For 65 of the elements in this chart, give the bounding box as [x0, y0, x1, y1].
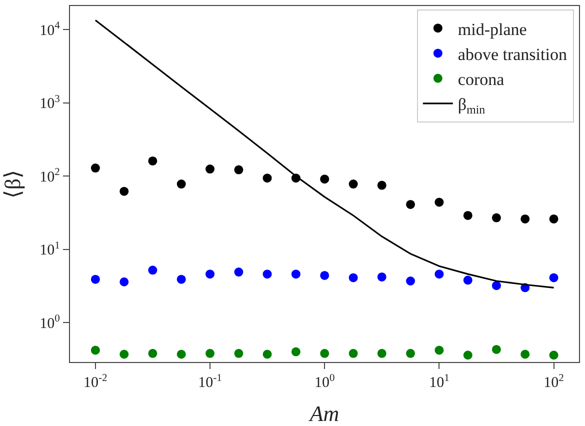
point	[262, 350, 272, 359]
point	[434, 270, 444, 279]
point	[549, 350, 558, 360]
point	[492, 344, 501, 354]
point	[90, 274, 100, 284]
point	[434, 346, 444, 355]
x-tick-label: 10$^{-2}$	[84, 372, 108, 392]
point	[90, 346, 100, 355]
point	[348, 180, 358, 189]
point	[377, 272, 386, 282]
point	[120, 186, 129, 196]
point	[291, 270, 300, 279]
point	[148, 348, 158, 358]
x-tick-label: 10$^{0}$	[314, 372, 335, 392]
point	[549, 273, 558, 282]
point	[90, 164, 100, 173]
point	[406, 276, 416, 286]
point	[120, 350, 129, 359]
point	[262, 174, 272, 183]
point	[176, 274, 186, 284]
point	[206, 348, 215, 358]
point	[176, 350, 186, 359]
point	[377, 180, 386, 190]
point	[549, 214, 558, 224]
y-tick-label: 10$^{1}$	[40, 240, 60, 259]
point	[320, 174, 330, 184]
point	[434, 198, 444, 207]
x-axis-title: Am	[308, 401, 340, 426]
x-tick-label: 10$^{1}$	[429, 372, 450, 392]
point	[320, 270, 330, 280]
point	[348, 348, 358, 358]
point	[234, 348, 244, 358]
point	[176, 180, 186, 189]
point	[234, 165, 244, 174]
x-tick-label: 10$^{-1}$	[198, 372, 222, 392]
y-tick-label: 10$^{4}$	[40, 20, 61, 39]
legend-label: mid-plane	[458, 20, 527, 39]
y-tick-label: 10$^{0}$	[40, 314, 60, 332]
point	[492, 213, 501, 222]
legend-label: above transition	[458, 44, 568, 64]
point	[206, 164, 215, 174]
point	[520, 214, 530, 224]
point	[291, 347, 300, 356]
point	[348, 273, 358, 282]
legend-label: corona	[458, 70, 505, 89]
point	[463, 350, 472, 360]
point	[377, 348, 386, 358]
point	[234, 268, 244, 277]
point	[492, 281, 501, 290]
point	[148, 266, 158, 275]
point	[262, 270, 272, 279]
point	[406, 200, 416, 209]
point	[120, 277, 129, 286]
x-tick-label: 10$^{2}$	[544, 372, 564, 392]
legend-label: β$_{min}$	[458, 95, 486, 117]
point	[463, 210, 472, 220]
point	[520, 350, 530, 359]
y-tick-label: 10$^{3}$	[40, 94, 60, 112]
point	[206, 270, 215, 279]
y-axis-title: ⟨β⟩	[0, 169, 25, 199]
point	[148, 156, 158, 166]
point	[320, 348, 330, 358]
point	[463, 276, 472, 285]
y-tick-label: 10$^{2}$	[40, 167, 60, 186]
point	[406, 348, 416, 358]
